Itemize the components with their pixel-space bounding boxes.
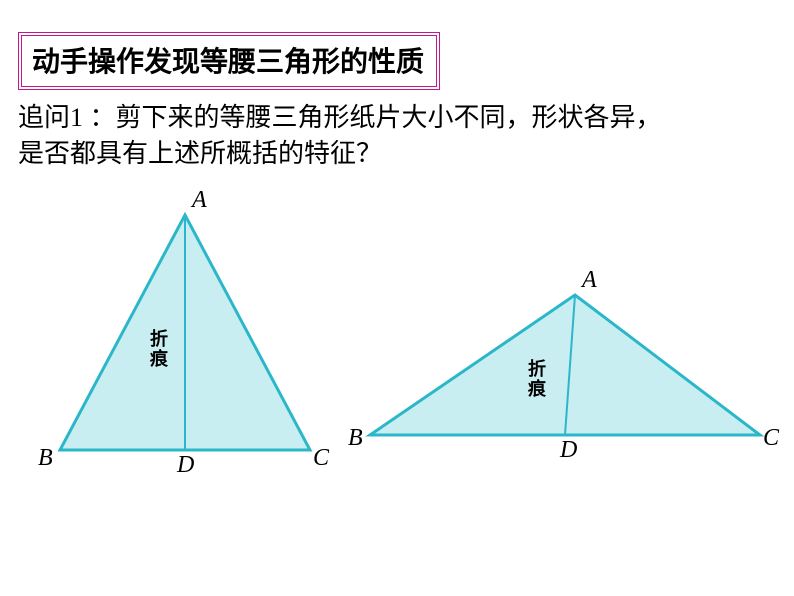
fold-label-1: 折痕 — [150, 330, 168, 370]
question-line1: 追问1 ：剪下来的等腰三角形纸片大小不同，形状各异， — [18, 103, 662, 132]
label-A-1: A — [192, 187, 207, 214]
fold-label-2: 折痕 — [528, 360, 546, 400]
label-A-2: A — [582, 267, 597, 294]
triangle-1: A B C D 折痕 — [40, 190, 330, 480]
triangle-1-svg — [40, 190, 330, 480]
title-box: 动手操作发现等腰三角形的性质 — [18, 32, 440, 90]
label-D-1: D — [177, 452, 194, 479]
label-C-1: C — [313, 445, 329, 472]
label-C-2: C — [763, 425, 779, 452]
label-B-1: B — [38, 445, 53, 472]
label-D-2: D — [560, 437, 577, 464]
label-B-2: B — [348, 425, 363, 452]
question-line2: 是否都具有上述所概括的特征？ — [18, 139, 382, 168]
question-text: 追问1 ：剪下来的等腰三角形纸片大小不同，形状各异， 是否都具有上述所概括的特征… — [18, 100, 776, 173]
triangle-2: A B C D 折痕 — [350, 275, 770, 475]
title-text: 动手操作发现等腰三角形的性质 — [32, 47, 424, 78]
